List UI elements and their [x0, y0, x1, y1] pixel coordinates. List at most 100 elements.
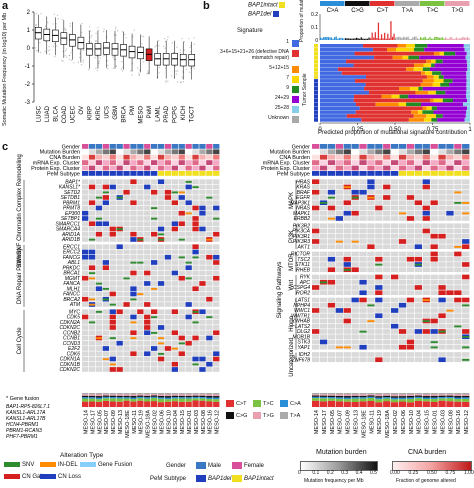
pem-subtype-label: PeM Subtype: [150, 476, 187, 482]
c-gene-cell: [192, 210, 199, 216]
c-gene-cell: [116, 330, 123, 336]
c-annotation-cell: [137, 165, 144, 171]
c-sample-label: MESO-11: [369, 410, 375, 434]
c-gene-cell: [206, 275, 213, 281]
c-snv-mark: [95, 196, 103, 199]
c-gene-cell: [414, 297, 422, 303]
c-gene-label: BRCA2: [63, 297, 80, 303]
c-annotation-cell: [130, 144, 137, 149]
c-gene-cell: [430, 297, 438, 303]
c-gene-cell: [116, 216, 123, 221]
c-gene-cell: [192, 351, 199, 357]
c-base-bar-segment: [398, 394, 407, 397]
c-gene-cell: [151, 335, 158, 341]
c-alteration: [109, 319, 116, 325]
c-gene-cell: [438, 244, 446, 250]
c-base-bar-segment: [213, 396, 220, 398]
snv-swatch: [4, 462, 20, 467]
c-gene-cell: [343, 279, 351, 285]
c-annotation-cell: [95, 144, 103, 149]
c-alteration: [422, 184, 430, 190]
c-gene-cell: [123, 260, 130, 265]
c-annotation-cell: [312, 160, 320, 165]
c-alteration: [312, 189, 320, 195]
c-alteration: [82, 254, 89, 260]
c-gene-cell: [95, 179, 103, 185]
c-base-bar-segment: [206, 401, 213, 407]
a-point: [158, 44, 160, 47]
c-gene-cell: [157, 319, 165, 325]
c-annotation-cell: [438, 149, 446, 155]
c-base-bar-segment: [199, 400, 206, 407]
c-alteration: [82, 216, 89, 221]
c-gene-cell: [375, 200, 383, 206]
c-gene-cell: [95, 319, 103, 325]
b-bap1-status: [314, 118, 318, 122]
c-gene-label: MOB1B: [292, 334, 310, 340]
c-gene-cell: [123, 265, 130, 271]
c-gene-cell: [335, 334, 343, 340]
c-snv-mark: [171, 191, 178, 194]
b-signature-segment: [433, 75, 439, 79]
b-signature-segment: [426, 114, 437, 118]
c-base-bar-segment: [319, 394, 328, 396]
b-signature-segment: [436, 114, 443, 118]
c-gene-cell: [327, 210, 336, 216]
b-signature-segment: [431, 63, 435, 68]
b-signature-segment: [455, 51, 467, 56]
c-gene-cell: [312, 274, 320, 280]
c-gene-cell: [185, 367, 192, 372]
c-alteration: [391, 308, 399, 313]
c-snv-mark: [185, 180, 192, 183]
c-base-bar-segment: [102, 393, 109, 395]
a-point: [79, 52, 81, 55]
c-gene-cell: [406, 285, 415, 290]
c-sample-label: MESO-17: [322, 410, 328, 434]
c-gene-cell: [164, 367, 172, 372]
c-alteration: [144, 330, 151, 336]
c-base-bar-segment: [462, 401, 470, 407]
c-alteration: [375, 256, 383, 262]
c-annotation-cell: [88, 165, 96, 171]
signature-legend-label: 7: [286, 75, 289, 81]
c-gene-cell: [199, 221, 206, 227]
c-base-bar-segment: [206, 396, 213, 398]
b-signature-segment: [354, 79, 423, 83]
b-spectrum-bar: [441, 37, 444, 40]
b-spectrum-bar: [437, 36, 439, 40]
c-base-bar-segment: [351, 395, 359, 398]
c-gene-cell: [375, 233, 383, 239]
c-gene-cell: [88, 195, 96, 200]
c-gene-cell: [351, 274, 359, 280]
c-annotation-cell: [178, 149, 185, 155]
b-signature-segment: [354, 51, 435, 56]
c-base-bar-segment: [383, 401, 391, 407]
c-gene-cell: [375, 239, 383, 244]
c-gene-cell: [144, 249, 151, 255]
c-annotation-cell: [343, 154, 351, 160]
base-legend-item: C>G: [226, 412, 247, 419]
c-gene-cell: [213, 179, 220, 185]
a-point: [181, 37, 183, 40]
c-base-bar-segment: [398, 397, 407, 400]
c-base-bar-segment: [430, 398, 438, 403]
c-gene-cell: [351, 323, 359, 329]
c-gene-cell: [130, 205, 137, 211]
c-base-bar-segment: [327, 393, 336, 395]
c-gene-cell: [383, 267, 391, 273]
c-gene-cell: [391, 334, 399, 340]
c-alteration: [312, 329, 320, 334]
c-gene-cell: [199, 361, 206, 367]
signature-swatch: [292, 76, 299, 83]
b-spectrum-bar: [370, 38, 372, 40]
c-gene-cell: [95, 314, 103, 320]
a-point: [189, 46, 191, 49]
b-spectrum-bar: [420, 37, 422, 40]
c-gene-cell: [359, 251, 367, 257]
b-bap1-status: [314, 59, 318, 64]
a-point: [112, 67, 114, 69]
b-signature-segment: [435, 90, 446, 95]
c-gene-cell: [185, 346, 192, 351]
c-gene-cell: [383, 189, 391, 195]
b-signature-segment: [373, 47, 387, 52]
